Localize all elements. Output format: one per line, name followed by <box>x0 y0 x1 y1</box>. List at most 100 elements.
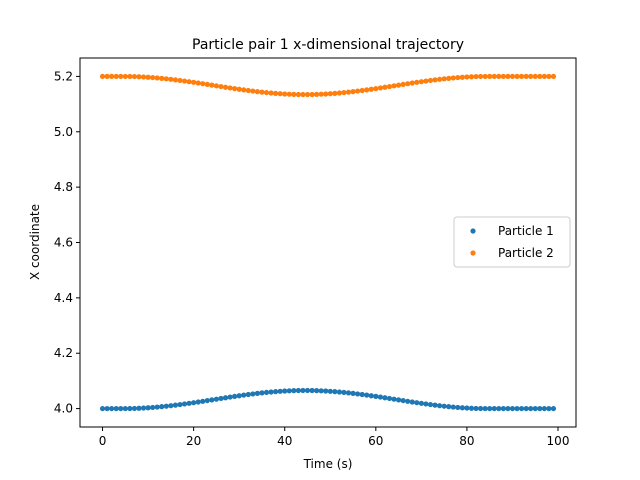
data-point <box>473 405 479 412</box>
data-point <box>541 73 547 80</box>
data-point <box>172 402 179 408</box>
data-point <box>273 389 279 395</box>
data-point <box>436 76 443 82</box>
data-point <box>181 401 188 407</box>
data-point <box>323 388 329 394</box>
data-point <box>145 405 151 411</box>
data-point <box>259 89 265 95</box>
data-point <box>254 89 261 95</box>
data-point <box>268 90 274 96</box>
data-point <box>446 75 452 81</box>
data-point <box>227 394 233 400</box>
data-point <box>327 388 333 394</box>
data-point <box>204 397 210 404</box>
legend-marker <box>470 228 476 234</box>
data-point <box>459 405 465 411</box>
data-point <box>304 91 311 98</box>
data-point <box>104 405 110 412</box>
data-point <box>332 90 338 96</box>
data-point <box>546 405 552 412</box>
data-point <box>546 73 552 80</box>
data-point <box>509 405 516 412</box>
data-point <box>99 73 106 80</box>
data-point <box>391 396 397 402</box>
data-point <box>455 74 461 81</box>
data-point <box>318 388 324 394</box>
data-point <box>364 87 370 93</box>
data-point <box>291 91 297 97</box>
data-point <box>487 405 493 412</box>
data-point <box>382 84 388 90</box>
data-point <box>350 390 356 396</box>
data-point <box>450 75 456 81</box>
data-point <box>140 74 147 80</box>
data-point <box>509 73 516 80</box>
data-point <box>436 403 443 409</box>
data-point <box>373 393 379 399</box>
data-point <box>122 73 128 80</box>
data-point <box>109 73 115 80</box>
data-point <box>263 89 270 96</box>
data-point <box>118 73 124 80</box>
data-point <box>350 89 356 95</box>
data-point <box>213 396 220 402</box>
data-point <box>263 389 270 396</box>
data-point <box>391 83 397 89</box>
data-point <box>245 87 251 94</box>
legend-marker <box>470 250 476 256</box>
data-point <box>518 73 525 80</box>
y-tick-label: 5.0 <box>54 125 73 139</box>
data-point <box>514 73 520 80</box>
data-point <box>395 82 402 88</box>
data-point <box>455 404 461 411</box>
data-point <box>432 77 438 83</box>
data-point <box>336 90 342 96</box>
data-point <box>514 405 520 412</box>
data-point <box>286 91 292 97</box>
data-point <box>159 404 165 410</box>
data-point <box>304 387 311 394</box>
data-point <box>186 79 192 85</box>
data-point <box>541 405 547 412</box>
data-point <box>314 91 320 97</box>
data-point <box>473 73 479 80</box>
data-point <box>477 73 484 80</box>
data-point <box>227 85 233 91</box>
data-point <box>468 74 475 80</box>
data-point <box>282 388 288 394</box>
data-point <box>314 388 320 394</box>
data-point <box>259 390 265 396</box>
data-point <box>528 405 534 412</box>
data-point <box>355 88 361 94</box>
data-point <box>405 81 411 87</box>
data-point <box>295 387 301 394</box>
data-point <box>218 395 224 402</box>
legend-label: Particle 1 <box>498 224 554 238</box>
data-point <box>386 395 393 402</box>
x-tick-label: 40 <box>277 434 292 448</box>
data-point <box>209 82 215 88</box>
data-point <box>127 73 133 80</box>
data-point <box>450 404 456 410</box>
data-point <box>446 404 452 410</box>
data-point <box>377 394 383 400</box>
data-point <box>200 398 206 404</box>
data-point <box>181 78 188 84</box>
data-point <box>414 400 420 406</box>
data-point <box>345 89 352 95</box>
data-point <box>222 84 229 90</box>
x-tick-label: 80 <box>459 434 474 448</box>
data-point <box>131 73 138 80</box>
data-point <box>163 403 169 409</box>
data-point <box>159 75 165 81</box>
data-point <box>154 75 160 81</box>
data-point <box>318 91 324 97</box>
data-point <box>140 405 147 411</box>
legend: Particle 1 Particle 2 <box>453 216 571 268</box>
data-point <box>295 91 301 98</box>
data-point <box>236 393 242 399</box>
data-point <box>505 405 511 412</box>
data-point <box>537 73 543 80</box>
y-tick-label: 4.2 <box>54 346 73 360</box>
